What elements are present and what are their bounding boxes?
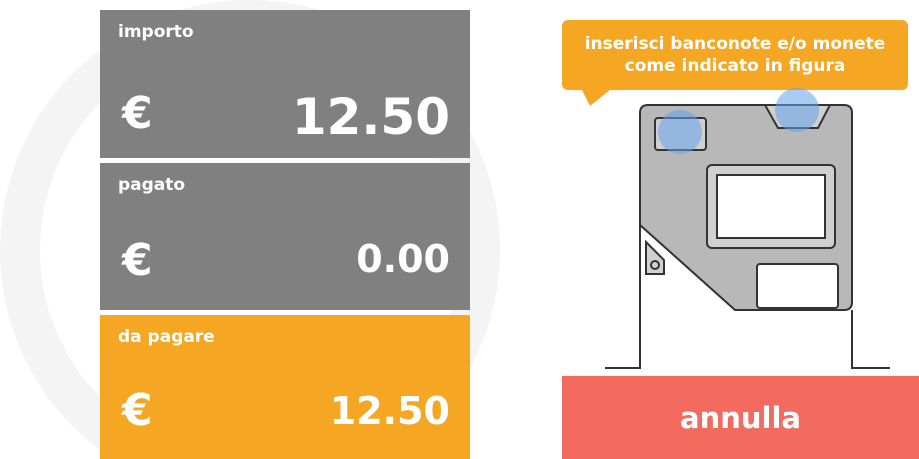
instruction-line: come indicato in figura — [562, 55, 908, 77]
paid-panel: pagato € 0.00 — [100, 163, 470, 310]
amount-panel: importo € 12.50 — [100, 10, 470, 158]
due-panel: da pagare € 12.50 — [100, 315, 470, 459]
instruction-tooltip: inserisci banconote e/o monete come indi… — [562, 20, 908, 90]
amount-value: 12.50 — [330, 389, 450, 433]
page: importo € 12.50 pagato € 0.00 da pagare … — [0, 0, 919, 459]
cancel-button[interactable]: annulla — [562, 376, 919, 459]
amount-value: 0.00 — [356, 237, 450, 281]
panel-label: importo — [118, 22, 194, 42]
panel-label: da pagare — [118, 327, 215, 347]
instruction-line: inserisci banconote e/o monete — [562, 33, 908, 55]
currency-symbol: € — [122, 235, 153, 286]
panel-label: pagato — [118, 175, 185, 195]
currency-symbol: € — [122, 88, 153, 139]
amount-value: 12.50 — [292, 88, 450, 146]
currency-symbol: € — [122, 385, 153, 436]
